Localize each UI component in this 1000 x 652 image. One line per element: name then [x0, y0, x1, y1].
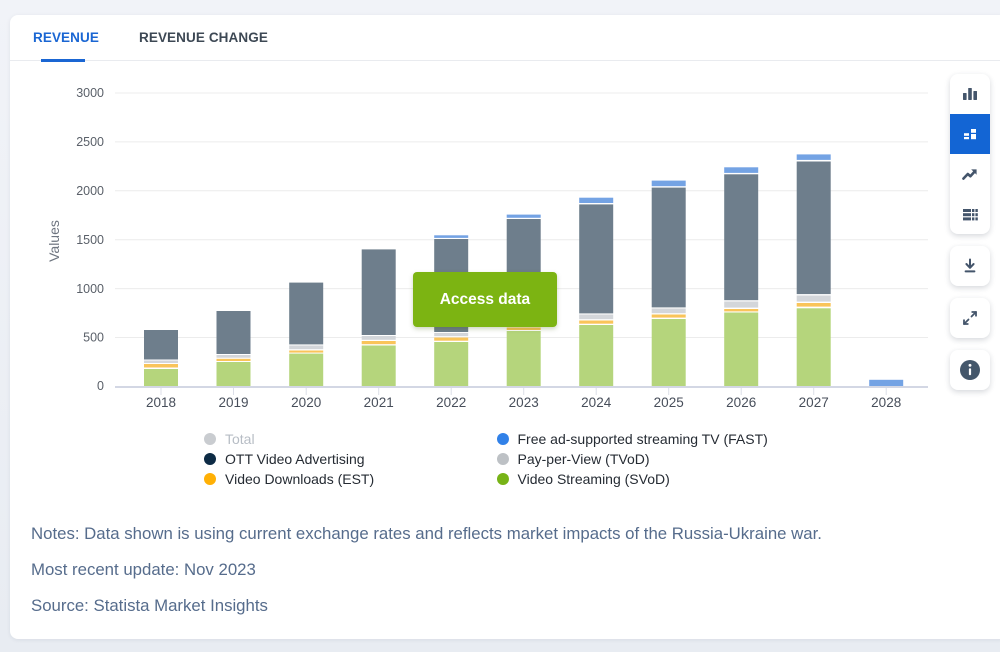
svg-text:500: 500 [83, 331, 104, 345]
svg-text:2021: 2021 [364, 395, 394, 410]
svg-text:2027: 2027 [799, 395, 829, 410]
svg-text:2026: 2026 [726, 395, 756, 410]
svg-text:2500: 2500 [76, 135, 104, 149]
svg-text:2020: 2020 [291, 395, 321, 410]
svg-text:3000: 3000 [76, 86, 104, 100]
svg-text:2024: 2024 [581, 395, 612, 410]
svg-text:2000: 2000 [76, 184, 104, 198]
svg-text:2022: 2022 [436, 395, 466, 410]
svg-text:Values: Values [46, 220, 62, 262]
svg-text:1500: 1500 [76, 233, 104, 247]
svg-text:2019: 2019 [218, 395, 248, 410]
svg-text:1000: 1000 [76, 282, 104, 296]
svg-text:2028: 2028 [871, 395, 901, 410]
svg-text:0: 0 [97, 379, 104, 393]
svg-text:2025: 2025 [654, 395, 684, 410]
svg-text:2018: 2018 [146, 395, 176, 410]
svg-text:2023: 2023 [509, 395, 539, 410]
